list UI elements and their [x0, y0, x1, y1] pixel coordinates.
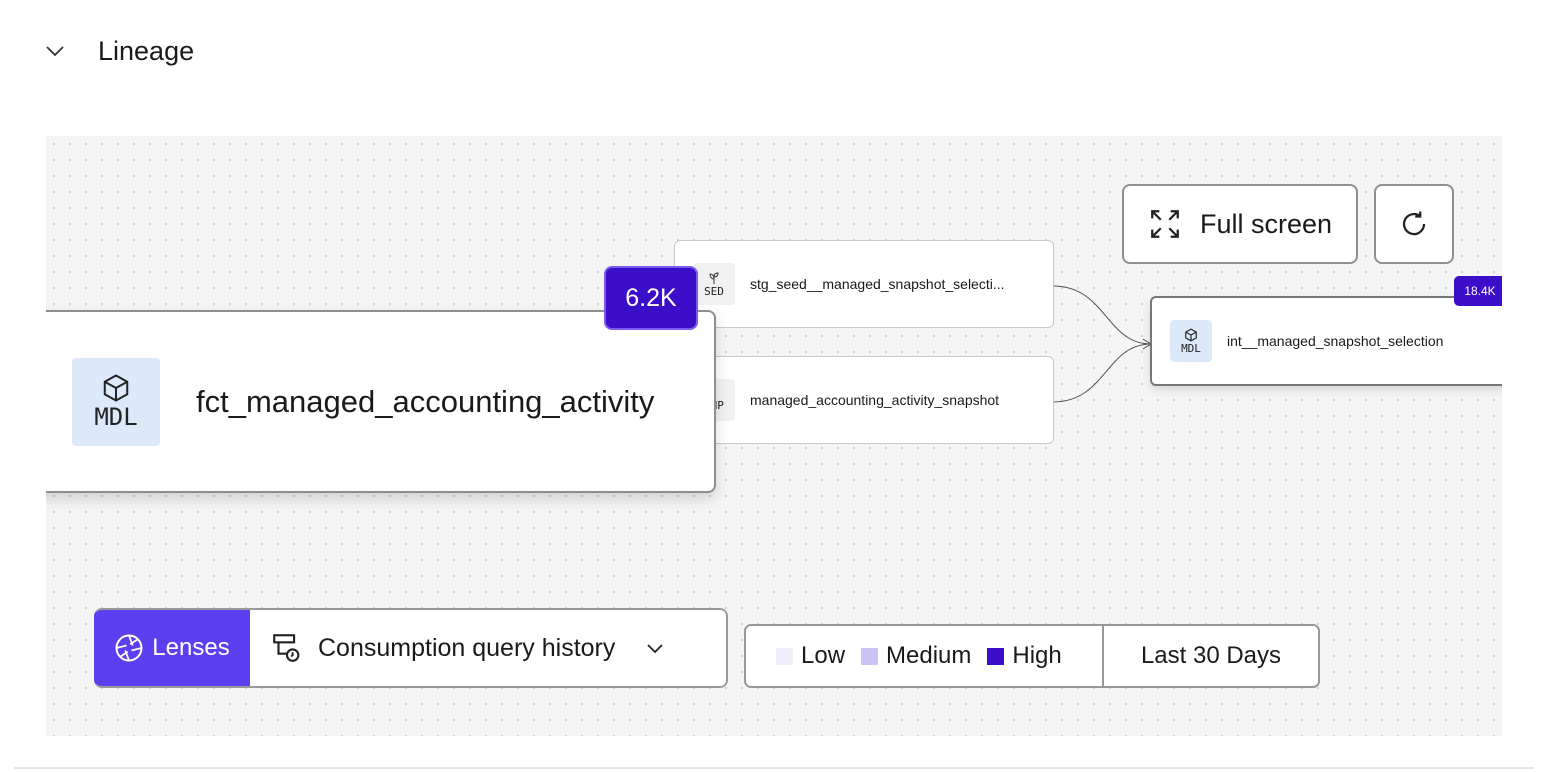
node-downstream[interactable]: MDL int__managed_snapshot_selection: [1150, 296, 1502, 386]
divider: [14, 767, 1534, 769]
legend-swatch-high: [987, 647, 1005, 665]
node-type: SED: [704, 284, 724, 298]
legend-swatch-medium: [861, 647, 879, 665]
lineage-canvas[interactable]: SED stg_seed__managed_snapshot_selecti..…: [46, 136, 1502, 736]
fullscreen-button[interactable]: Full screen: [1122, 184, 1358, 264]
lens-select[interactable]: Consumption query history: [250, 610, 726, 686]
legend-medium: Medium: [886, 642, 972, 669]
refresh-icon: [1402, 211, 1426, 236]
count-badge: 18.4K: [1454, 276, 1502, 306]
legend-swatch-low: [776, 647, 793, 665]
count-badge: 6.2K: [604, 266, 698, 330]
node-main[interactable]: MDL fct_managed_accounting_activity: [46, 310, 716, 493]
lenses-button[interactable]: Lenses: [94, 610, 250, 686]
node-type: MDL: [1181, 341, 1201, 355]
edge: [1052, 285, 1152, 345]
section-title: Lineage: [98, 36, 195, 66]
time-range: Last 30 Days: [1140, 642, 1282, 669]
chevron-down-icon: [647, 644, 664, 654]
edge: [1052, 343, 1152, 403]
node-type: MDL: [94, 402, 138, 431]
node-upstream-seed[interactable]: SED stg_seed__managed_snapshot_selecti..…: [674, 240, 1054, 328]
node-name: int__managed_snapshot_selection: [1227, 333, 1444, 349]
cube-icon: [103, 373, 129, 402]
expand-icon: [1151, 210, 1179, 238]
query-history-icon: [273, 634, 300, 662]
lenses-label: Lenses: [152, 634, 230, 661]
chevron-down-icon[interactable]: [44, 40, 66, 62]
aperture-icon: [115, 634, 143, 662]
node-name: stg_seed__managed_snapshot_selecti...: [750, 276, 1005, 292]
node-name: fct_managed_accounting_activity: [196, 383, 655, 419]
seed-icon: [709, 271, 719, 284]
lenses-control: Lenses Consumption query history: [94, 608, 728, 688]
legend-low: Low: [801, 642, 846, 669]
node-name: managed_accounting_activity_snapshot: [750, 392, 1000, 408]
node-upstream-snapshot[interactable]: ▯ SNP managed_accounting_activity_snapsh…: [674, 356, 1054, 444]
legend: Low Medium High Last 30 Days: [744, 624, 1320, 688]
lens-selected-value: Consumption query history: [318, 633, 616, 662]
refresh-button[interactable]: [1374, 184, 1454, 264]
legend-high: High: [1012, 642, 1062, 669]
cube-icon: [1185, 327, 1197, 342]
fullscreen-label: Full screen: [1199, 208, 1333, 239]
